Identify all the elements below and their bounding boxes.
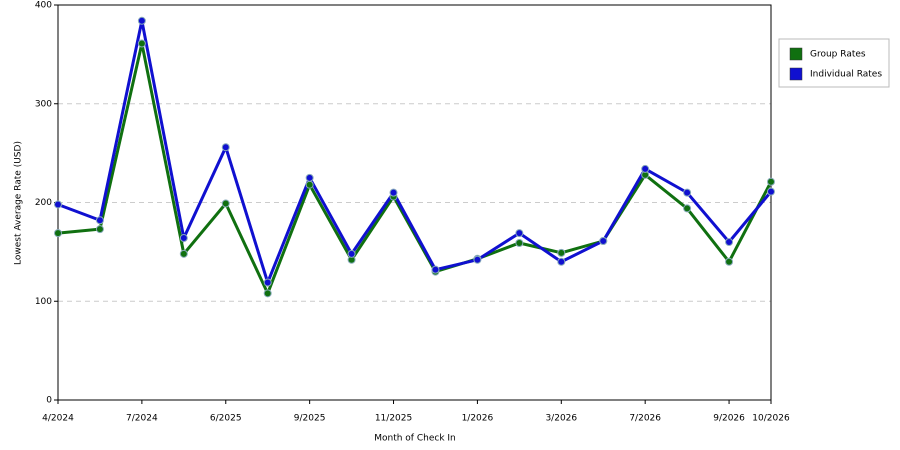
series-line — [57, 20, 773, 287]
data-point — [263, 289, 272, 298]
x-tick-label: 9/2025 — [294, 414, 326, 424]
data-point — [557, 248, 566, 257]
data-point — [683, 188, 692, 197]
data-point — [137, 16, 146, 25]
data-point — [431, 265, 440, 274]
x-tick-label: 3/2026 — [545, 414, 577, 424]
data-point — [305, 173, 314, 182]
data-point — [305, 180, 314, 189]
data-point — [389, 188, 398, 197]
data-point — [347, 249, 356, 258]
data-point — [515, 238, 524, 247]
legend-swatch — [789, 47, 803, 61]
data-point — [221, 199, 230, 208]
x-axis-label: Month of Check In — [374, 434, 456, 444]
y-tick-label: 100 — [35, 297, 52, 307]
x-tick-label: 6/2025 — [210, 414, 242, 424]
data-point — [683, 204, 692, 213]
data-point — [473, 255, 482, 264]
data-point — [263, 278, 272, 287]
data-point — [54, 229, 62, 238]
data-point — [95, 216, 104, 225]
data-point — [725, 238, 734, 246]
x-tick-label: 11/2025 — [375, 414, 412, 424]
data-point — [641, 164, 650, 173]
data-point — [137, 39, 146, 48]
x-tick-label: 7/2026 — [629, 414, 661, 424]
data-point — [767, 177, 775, 186]
data-point — [221, 143, 230, 152]
data-point — [767, 187, 775, 196]
x-tick-label: 10/2026 — [752, 414, 790, 424]
legend-swatch — [789, 67, 803, 81]
data-point — [725, 257, 734, 266]
data-point — [179, 249, 188, 258]
y-axis-label: Lowest Average Rate (USD) — [14, 141, 24, 265]
y-tick-label: 400 — [35, 1, 52, 11]
x-tick-label: 9/2026 — [713, 414, 745, 424]
data-point — [179, 234, 188, 243]
legend-label: Group Rates — [810, 50, 866, 60]
data-point — [515, 229, 524, 238]
y-tick-label: 200 — [35, 198, 52, 208]
data-point — [557, 257, 566, 266]
y-tick-label: 0 — [46, 396, 52, 406]
data-point — [54, 200, 62, 209]
x-tick-label: 4/2024 — [42, 414, 74, 424]
data-point — [95, 225, 104, 234]
y-tick-label: 300 — [35, 99, 52, 109]
data-point — [599, 237, 608, 246]
x-tick-label: 7/2024 — [126, 414, 158, 424]
x-tick-label: 1/2026 — [462, 414, 494, 424]
legend-label: Individual Rates — [810, 70, 882, 80]
